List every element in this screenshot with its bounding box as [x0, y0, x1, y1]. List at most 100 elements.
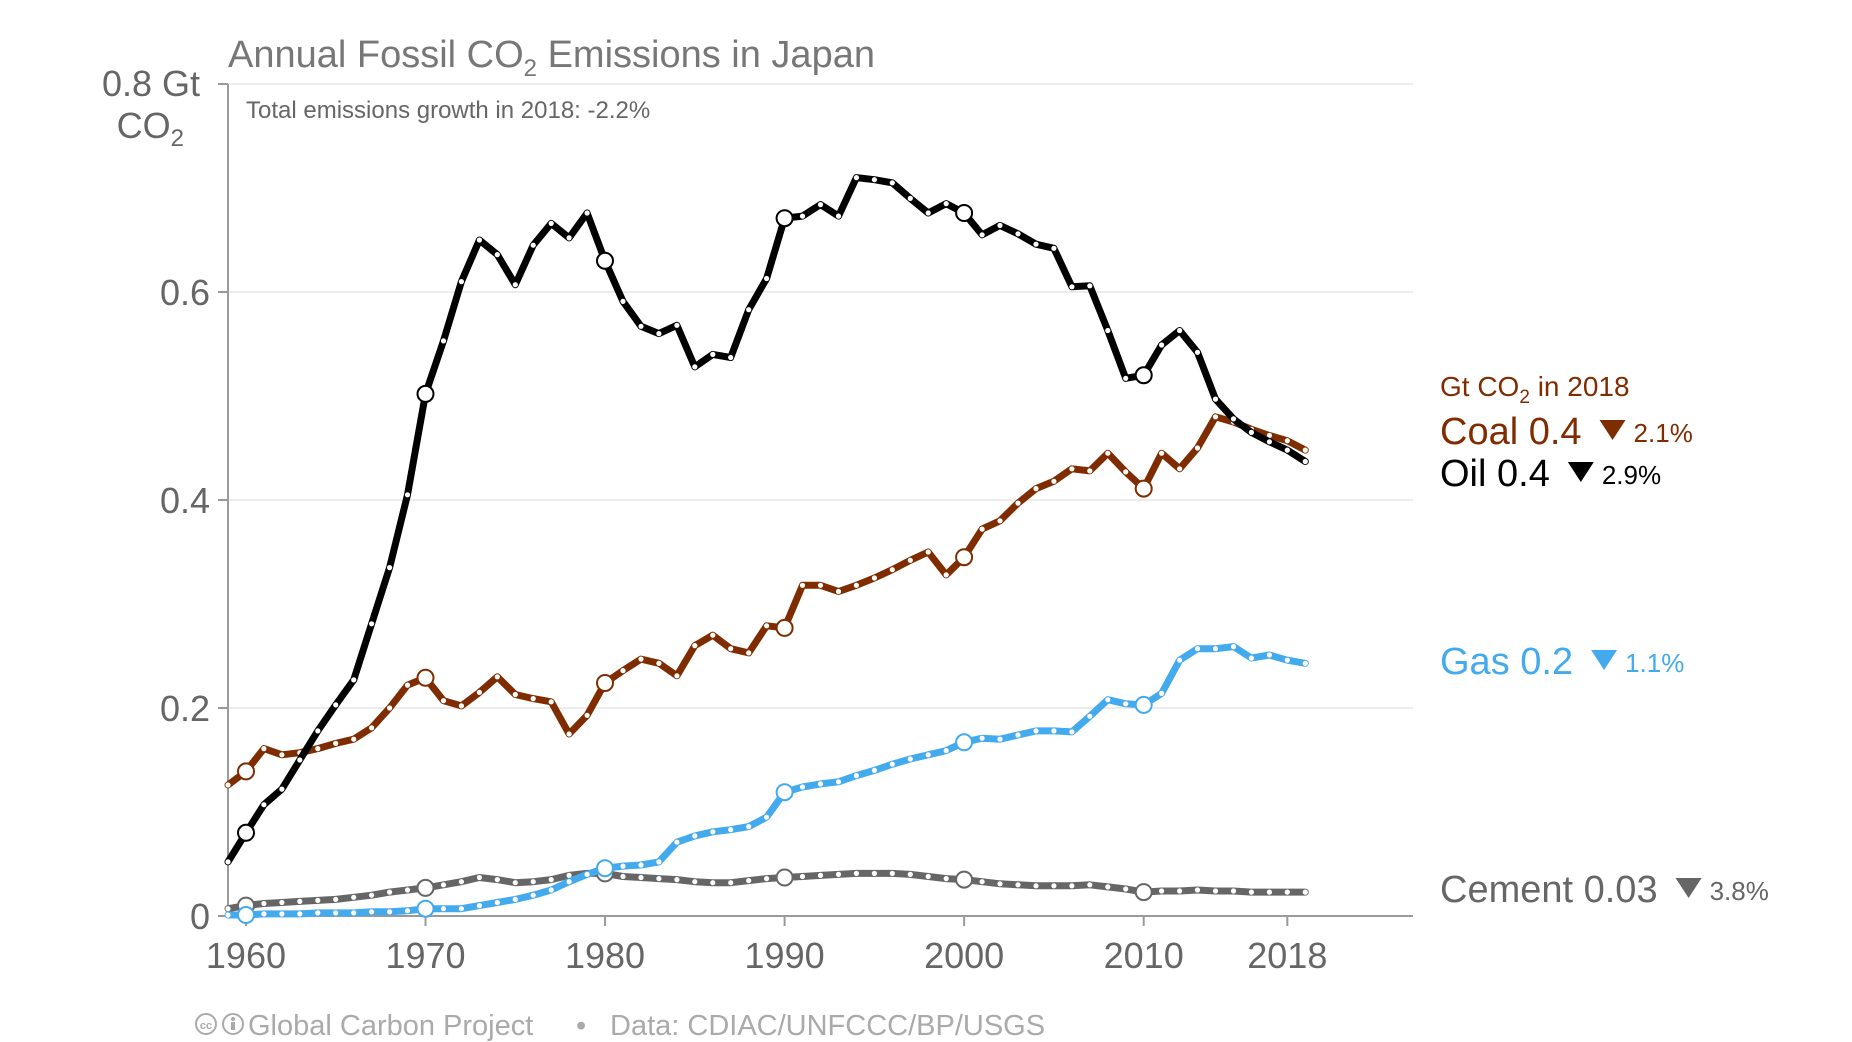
data-point-gas — [799, 784, 806, 790]
change-arrow-icon — [1567, 462, 1594, 482]
data-point-coal — [997, 518, 1003, 524]
data-point-oil — [225, 859, 231, 865]
data-point-coal — [1051, 478, 1057, 484]
data-point-coal — [979, 526, 985, 532]
data-point-oil — [369, 621, 375, 627]
data-point-gas — [853, 773, 860, 779]
data-point-gas — [889, 761, 895, 767]
attribution-icon-body — [231, 1022, 235, 1030]
data-point-gas — [404, 908, 411, 914]
data-point-gas — [1069, 729, 1075, 735]
data-point-oil — [1134, 366, 1153, 385]
data-point-gas — [369, 909, 375, 915]
data-point-cement — [775, 868, 794, 887]
data-point-oil — [728, 354, 734, 361]
x-tick-label: 2018 — [1247, 935, 1327, 976]
data-point-oil — [548, 220, 554, 226]
data-point-oil — [584, 210, 590, 216]
legend-change: 1.1% — [1625, 648, 1684, 678]
data-point-oil — [1212, 396, 1219, 402]
legend-header-main: Gt CO — [1440, 371, 1519, 402]
data-point-gas — [907, 756, 913, 762]
data-point-gas — [225, 912, 231, 918]
data-point-oil — [775, 209, 794, 228]
legend-header: Gt CO2 in 2018 — [1440, 371, 1630, 408]
data-point-oil — [817, 202, 824, 208]
data-point-coal — [458, 703, 464, 709]
data-point-coal — [1033, 486, 1039, 492]
data-point-coal — [692, 643, 698, 649]
data-point-oil — [458, 279, 464, 285]
y-axis-unit-line1: 0.8 Gt — [102, 63, 200, 104]
data-point-cement — [1230, 888, 1237, 894]
data-point-coal — [225, 782, 231, 788]
data-point-cement — [1248, 889, 1254, 895]
data-point-oil — [638, 323, 644, 329]
data-point-cement — [1033, 883, 1039, 889]
data-point-coal — [817, 582, 824, 588]
data-point-oil — [1194, 349, 1201, 355]
data-point-oil — [512, 282, 518, 288]
data-point-coal — [333, 740, 339, 747]
grid-lines — [228, 83, 1413, 709]
footer: cc Global Carbon Project • Data: CDIAC/U… — [195, 1010, 1045, 1042]
data-point-coal — [674, 673, 680, 679]
data-point-coal — [1284, 438, 1290, 444]
x-tick-label: 1980 — [565, 935, 645, 976]
data-point-gas — [764, 814, 770, 820]
data-point-gas — [297, 911, 303, 917]
data-point-oil — [1051, 245, 1057, 251]
data-point-coal — [1015, 500, 1021, 506]
series-oil — [224, 174, 1309, 866]
data-point-oil — [710, 351, 716, 357]
data-point-cement — [907, 871, 913, 878]
data-point-oil — [835, 213, 842, 219]
data-point-coal — [620, 668, 626, 674]
x-tick-label: 2000 — [924, 935, 1004, 976]
data-point-coal — [710, 632, 716, 638]
data-point-cement — [494, 877, 500, 883]
data-point-cement — [416, 878, 435, 897]
data-point-gas — [1177, 657, 1183, 663]
series-line-coal — [224, 413, 1309, 789]
legend-label: Cement 0.03 — [1440, 869, 1658, 911]
data-point-oil — [1033, 241, 1039, 247]
data-point-oil — [279, 786, 285, 792]
data-point-oil — [871, 177, 878, 183]
data-point-oil — [530, 242, 536, 248]
data-point-gas — [237, 906, 255, 924]
data-point-gas — [674, 839, 680, 845]
data-point-oil — [1266, 439, 1272, 445]
data-point-gas — [728, 827, 734, 833]
data-point-oil — [943, 201, 949, 207]
data-point-gas — [1266, 652, 1272, 658]
data-point-oil — [1248, 429, 1254, 435]
data-point-cement — [225, 906, 231, 912]
data-point-gas — [548, 887, 554, 893]
data-point-gas — [1212, 646, 1219, 652]
series-lines — [224, 174, 1309, 924]
data-point-coal — [530, 696, 536, 702]
data-point-oil — [1087, 283, 1093, 289]
data-point-cement — [728, 880, 734, 886]
data-point-gas — [1051, 728, 1057, 734]
data-point-oil — [351, 677, 357, 683]
data-point-coal — [835, 588, 842, 595]
data-point-cement — [835, 871, 842, 878]
data-point-gas — [416, 899, 435, 918]
data-point-coal — [351, 736, 357, 742]
y-axis-unit-co: CO — [117, 105, 171, 146]
data-point-gas — [494, 899, 500, 906]
data-point-cement — [530, 879, 536, 885]
data-point-coal — [512, 691, 518, 698]
chart-title: Annual Fossil CO2 Emissions in Japan — [228, 34, 875, 82]
data-point-cement — [1159, 888, 1165, 894]
data-point-oil — [494, 252, 500, 258]
data-point-coal — [764, 623, 770, 629]
data-point-gas — [351, 910, 357, 916]
data-point-gas — [710, 829, 716, 835]
data-point-oil — [799, 213, 806, 219]
data-point-cement — [925, 873, 931, 880]
legend-label: Oil 0.4 — [1440, 453, 1550, 495]
y-tick-label: 0.2 — [160, 688, 210, 729]
